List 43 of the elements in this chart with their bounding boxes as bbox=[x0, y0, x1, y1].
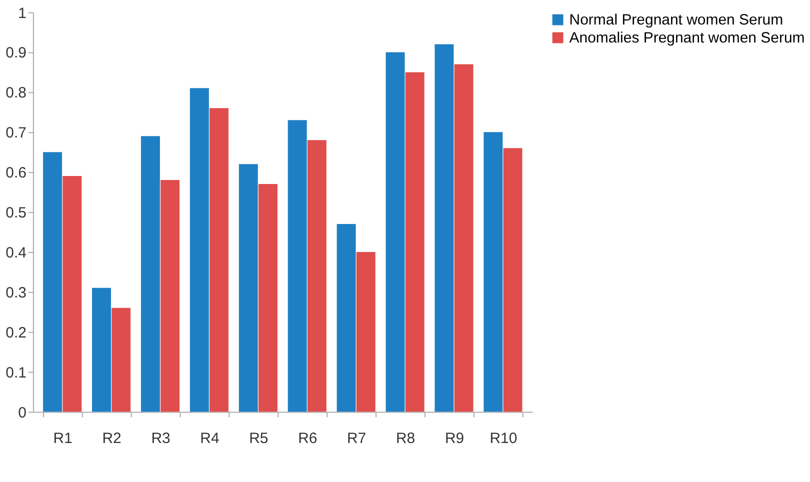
x-tick-label: R2 bbox=[102, 430, 122, 448]
bar bbox=[484, 132, 503, 412]
bar bbox=[190, 88, 209, 412]
y-tick-label: 0.2 bbox=[6, 324, 26, 342]
x-tick-label: R6 bbox=[298, 430, 318, 448]
y-tick-label: 1 bbox=[18, 4, 26, 22]
bar bbox=[307, 140, 326, 412]
bar bbox=[503, 148, 522, 412]
bar bbox=[405, 72, 424, 412]
legend-label: Normal Pregnant women Serum bbox=[569, 12, 784, 29]
x-tick-label: R7 bbox=[347, 430, 366, 448]
x-tick-label: R5 bbox=[249, 430, 268, 448]
bar bbox=[386, 52, 405, 412]
x-tick-label: R9 bbox=[444, 430, 464, 448]
legend-label: Anomalies Pregnant women Serum bbox=[569, 30, 805, 47]
bar bbox=[92, 288, 111, 412]
y-tick-label: 0.5 bbox=[6, 204, 26, 222]
bar bbox=[140, 136, 160, 412]
bar bbox=[62, 176, 82, 412]
bar bbox=[288, 120, 307, 412]
y-tick-label: 0.9 bbox=[6, 44, 26, 62]
y-tick-label: 0.8 bbox=[6, 84, 26, 102]
y-tick-label: 0.1 bbox=[6, 364, 26, 382]
bar bbox=[356, 252, 376, 412]
bar bbox=[160, 180, 180, 412]
bar bbox=[112, 308, 131, 412]
y-tick-label: 0.7 bbox=[6, 124, 26, 142]
bar bbox=[210, 108, 228, 412]
y-tick-label: 0.6 bbox=[6, 164, 26, 182]
bar bbox=[238, 164, 258, 412]
bar bbox=[454, 64, 474, 412]
bar bbox=[258, 184, 278, 412]
x-tick-label: R3 bbox=[151, 430, 170, 448]
y-tick-label: 0.3 bbox=[6, 284, 26, 302]
x-tick-label: R10 bbox=[490, 430, 518, 448]
x-tick-label: R8 bbox=[396, 430, 416, 448]
bar bbox=[336, 224, 356, 412]
y-tick-label: 0.4 bbox=[6, 244, 26, 262]
x-tick-label: R4 bbox=[200, 430, 220, 448]
bar bbox=[43, 152, 62, 412]
y-tick-label: 0 bbox=[18, 404, 26, 422]
x-tick-label: R1 bbox=[53, 430, 72, 448]
bar bbox=[434, 44, 454, 412]
